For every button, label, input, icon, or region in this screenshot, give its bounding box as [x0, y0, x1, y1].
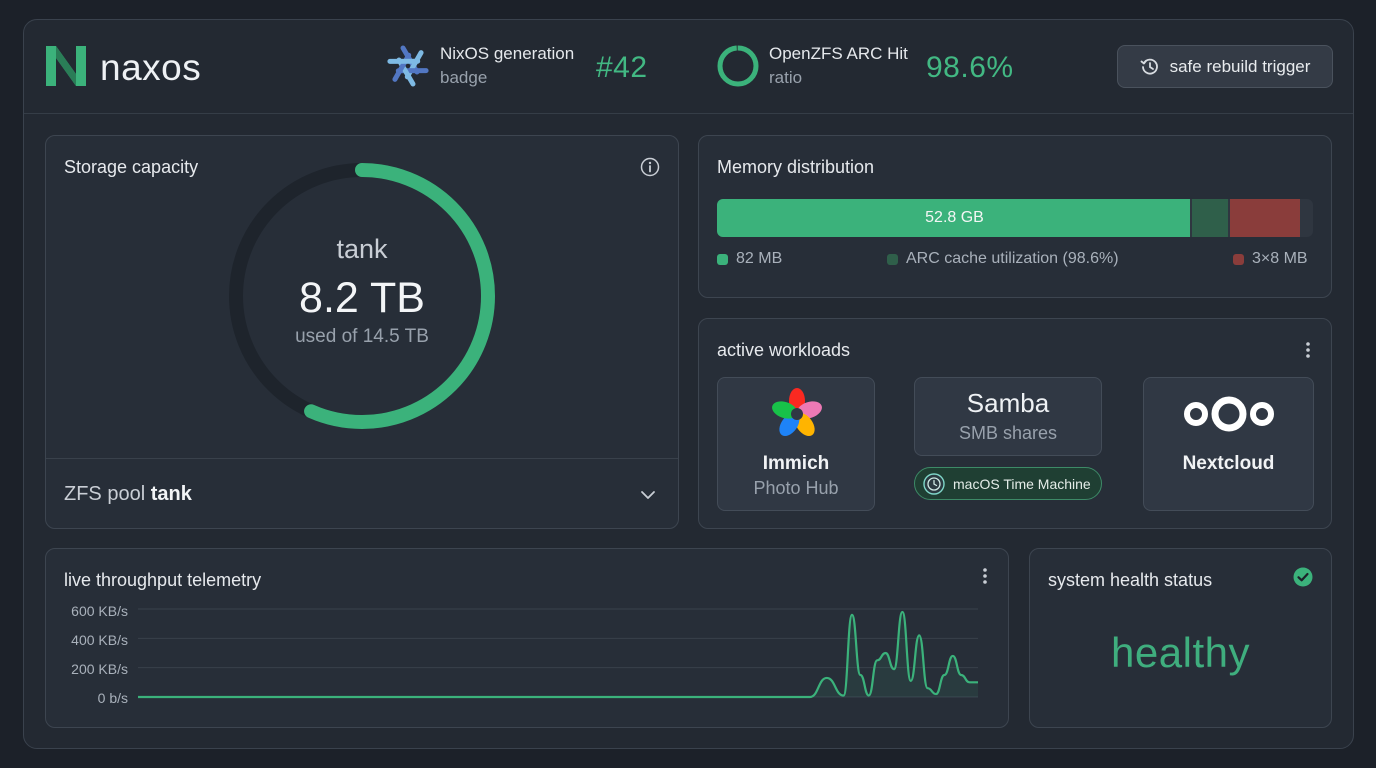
- samba-name: Samba: [966, 388, 1050, 418]
- chevron-down-icon: [641, 491, 655, 499]
- memory-bar-label: 52.8 GB: [925, 209, 984, 226]
- y-tick-label: 600 KB/s: [71, 603, 128, 619]
- legend-item-arc: ARC cache utilization (98.6%): [887, 250, 1119, 268]
- memory-title: Memory distribution: [717, 157, 875, 177]
- immich-sub: Photo Hub: [753, 478, 839, 498]
- zfs-pool-label: ZFS pool tank: [64, 483, 192, 506]
- y-tick-label: 0 b/s: [97, 690, 128, 706]
- telemetry-title: live throughput telemetry: [64, 570, 262, 590]
- memory-segment-other: [1229, 199, 1300, 237]
- gauge-of-label: used of 14.5 TB: [295, 326, 429, 347]
- health-status-value: healthy: [1111, 629, 1250, 676]
- top-bar: naxos NixOS generation badge #42 OpenZFS…: [24, 20, 1353, 114]
- legend-swatch: [717, 253, 728, 265]
- workload-immich[interactable]: Immich Photo Hub: [717, 377, 875, 511]
- time-machine-badge[interactable]: macOS Time Machine: [914, 467, 1102, 500]
- health-card: system health status healthy: [1029, 548, 1332, 728]
- storage-gauge-fill: [229, 163, 495, 429]
- storage-title: Storage capacity: [64, 157, 199, 177]
- zfs-pool-selector[interactable]: ZFS pool tank: [46, 458, 678, 528]
- memory-card: Memory distribution 52.8 GB 82 MB ARC ca…: [698, 135, 1332, 298]
- storage-card: Storage capacity tank 8.2 TB used of 14.…: [45, 135, 679, 529]
- nextcloud-logo-icon: [1184, 396, 1274, 432]
- arc-hit-value: 98.6%: [926, 51, 1014, 84]
- zfs-pool-prefix: ZFS pool: [64, 483, 146, 505]
- throughput-chart: [138, 608, 978, 699]
- gauge-pool-name: tank: [336, 234, 388, 264]
- generation-label: NixOS generation: [440, 44, 575, 63]
- nextcloud-name: Nextcloud: [1182, 453, 1275, 474]
- workloads-card: active workloads Immich Photo Hub Samba …: [698, 318, 1332, 529]
- health-title: system health status: [1048, 570, 1213, 590]
- throughput-area: [138, 611, 978, 697]
- info-icon[interactable]: [640, 157, 660, 177]
- arc-hit-ring-icon: [717, 45, 759, 87]
- workload-nextcloud[interactable]: Nextcloud: [1143, 377, 1314, 511]
- memory-bar: 52.8 GB: [717, 199, 1313, 237]
- memory-segment-arc: [1192, 199, 1228, 237]
- brand-name: naxos: [100, 47, 202, 88]
- legend-item-used: 82 MB: [717, 250, 782, 268]
- zfs-pool-name: tank: [150, 483, 192, 505]
- gauge-used-value: 8.2 TB: [299, 274, 425, 322]
- telemetry-card: live throughput telemetry 600 KB/s 400 K…: [45, 548, 1009, 728]
- history-icon: [1140, 58, 1158, 75]
- y-tick-label: 200 KB/s: [71, 661, 128, 677]
- workloads-title: active workloads: [717, 340, 851, 360]
- time-machine-icon: [923, 472, 945, 495]
- workload-samba[interactable]: Samba SMB shares: [914, 377, 1102, 456]
- telemetry-menu-icon[interactable]: [982, 567, 988, 585]
- legend-swatch: [1233, 253, 1244, 265]
- legend-item-other: 3×8 MB: [1233, 250, 1308, 268]
- arc-label-group: OpenZFS ARC Hit ratio: [769, 42, 908, 90]
- check-circle-icon: [1293, 567, 1313, 587]
- arc-sub: ratio: [769, 68, 803, 87]
- nixos-snowflake-icon: [387, 45, 429, 87]
- immich-name: Immich: [762, 453, 830, 474]
- legend-swatch: [887, 253, 898, 265]
- naxos-logo-icon: [46, 46, 86, 86]
- dashboard-frame: naxos NixOS generation badge #42 OpenZFS…: [23, 19, 1354, 749]
- samba-sub: SMB shares: [958, 423, 1058, 443]
- legend-label: ARC cache utilization (98.6%): [906, 250, 1119, 267]
- y-tick-label: 400 KB/s: [71, 632, 128, 648]
- throughput-series-line: [138, 610, 978, 699]
- storage-gauge: [229, 163, 495, 429]
- immich-logo-icon: [772, 388, 822, 437]
- time-machine-label: macOS Time Machine: [953, 475, 1091, 492]
- workloads-menu-icon[interactable]: [1305, 341, 1311, 359]
- legend-label: 3×8 MB: [1252, 250, 1308, 267]
- generation-sub: badge: [440, 68, 488, 87]
- arc-label: OpenZFS ARC Hit: [769, 44, 908, 63]
- safe-rebuild-button[interactable]: safe rebuild trigger: [1117, 45, 1333, 88]
- generation-label-group: NixOS generation badge: [440, 42, 574, 90]
- memory-segment-used: [717, 199, 1190, 237]
- legend-label: 82 MB: [736, 250, 783, 267]
- generation-badge: #42: [596, 51, 648, 84]
- safe-rebuild-label: safe rebuild trigger: [1169, 56, 1311, 76]
